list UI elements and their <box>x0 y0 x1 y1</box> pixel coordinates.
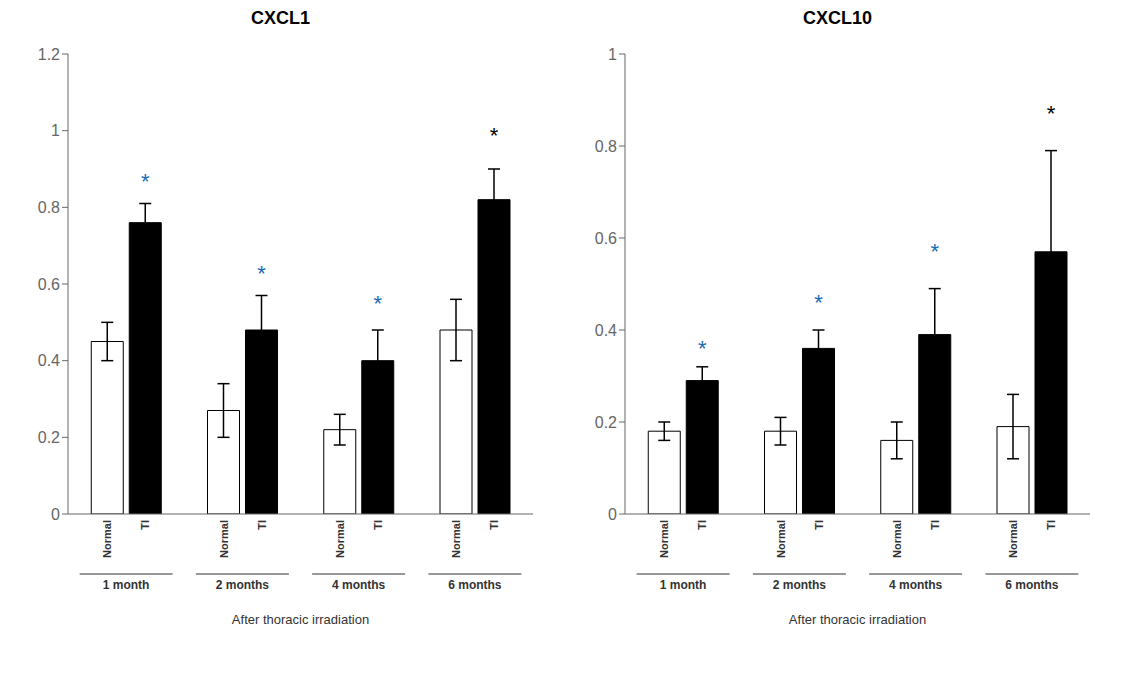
svg-text:After thoracic irradiation: After thoracic irradiation <box>789 612 926 627</box>
svg-text:4 months: 4 months <box>889 578 943 592</box>
svg-text:TI: TI <box>488 520 500 530</box>
svg-text:*: * <box>141 169 150 194</box>
svg-text:0: 0 <box>608 506 617 523</box>
svg-text:Normal: Normal <box>1007 520 1019 558</box>
svg-text:TI: TI <box>929 520 941 530</box>
svg-text:*: * <box>257 261 266 286</box>
svg-text:*: * <box>373 291 382 316</box>
svg-text:*: * <box>490 123 499 148</box>
svg-text:0.8: 0.8 <box>38 199 60 216</box>
svg-text:Normal: Normal <box>891 520 903 558</box>
svg-text:0.6: 0.6 <box>595 230 617 247</box>
svg-text:*: * <box>814 290 823 315</box>
svg-text:*: * <box>698 336 707 361</box>
svg-text:0.6: 0.6 <box>38 276 60 293</box>
svg-text:Normal: Normal <box>775 520 787 558</box>
svg-text:TI: TI <box>256 520 268 530</box>
svg-text:Normal: Normal <box>218 520 230 558</box>
svg-text:TI: TI <box>372 520 384 530</box>
svg-text:Normal: Normal <box>101 520 113 558</box>
svg-text:Normal: Normal <box>334 520 346 558</box>
svg-text:*: * <box>1047 101 1056 126</box>
svg-text:6 months: 6 months <box>448 578 502 592</box>
svg-text:0.2: 0.2 <box>595 414 617 431</box>
svg-text:1.2: 1.2 <box>38 46 60 63</box>
svg-text:0.4: 0.4 <box>595 322 617 339</box>
svg-text:*: * <box>930 239 939 264</box>
svg-text:1: 1 <box>608 46 617 63</box>
html-text:CXCL1: CXCL1 <box>251 8 310 28</box>
svg-text:1 month: 1 month <box>660 578 707 592</box>
svg-text:0: 0 <box>51 506 60 523</box>
svg-text:0.4: 0.4 <box>38 352 60 369</box>
svg-text:1: 1 <box>51 122 60 139</box>
svg-text:2 months: 2 months <box>216 578 270 592</box>
svg-text:Normal: Normal <box>658 520 670 558</box>
svg-text:TI: TI <box>696 520 708 530</box>
svg-text:2 months: 2 months <box>773 578 827 592</box>
html-text:CXCL10: CXCL10 <box>803 8 872 28</box>
svg-text:0.2: 0.2 <box>38 429 60 446</box>
svg-text:1 month: 1 month <box>103 578 150 592</box>
svg-text:TI: TI <box>139 520 151 530</box>
svg-text:After thoracic irradiation: After thoracic irradiation <box>232 612 369 627</box>
svg-text:4 months: 4 months <box>332 578 386 592</box>
svg-text:TI: TI <box>1045 520 1057 530</box>
svg-text:6 months: 6 months <box>1005 578 1059 592</box>
svg-text:TI: TI <box>813 520 825 530</box>
svg-text:Normal: Normal <box>450 520 462 558</box>
svg-text:0.8: 0.8 <box>595 138 617 155</box>
